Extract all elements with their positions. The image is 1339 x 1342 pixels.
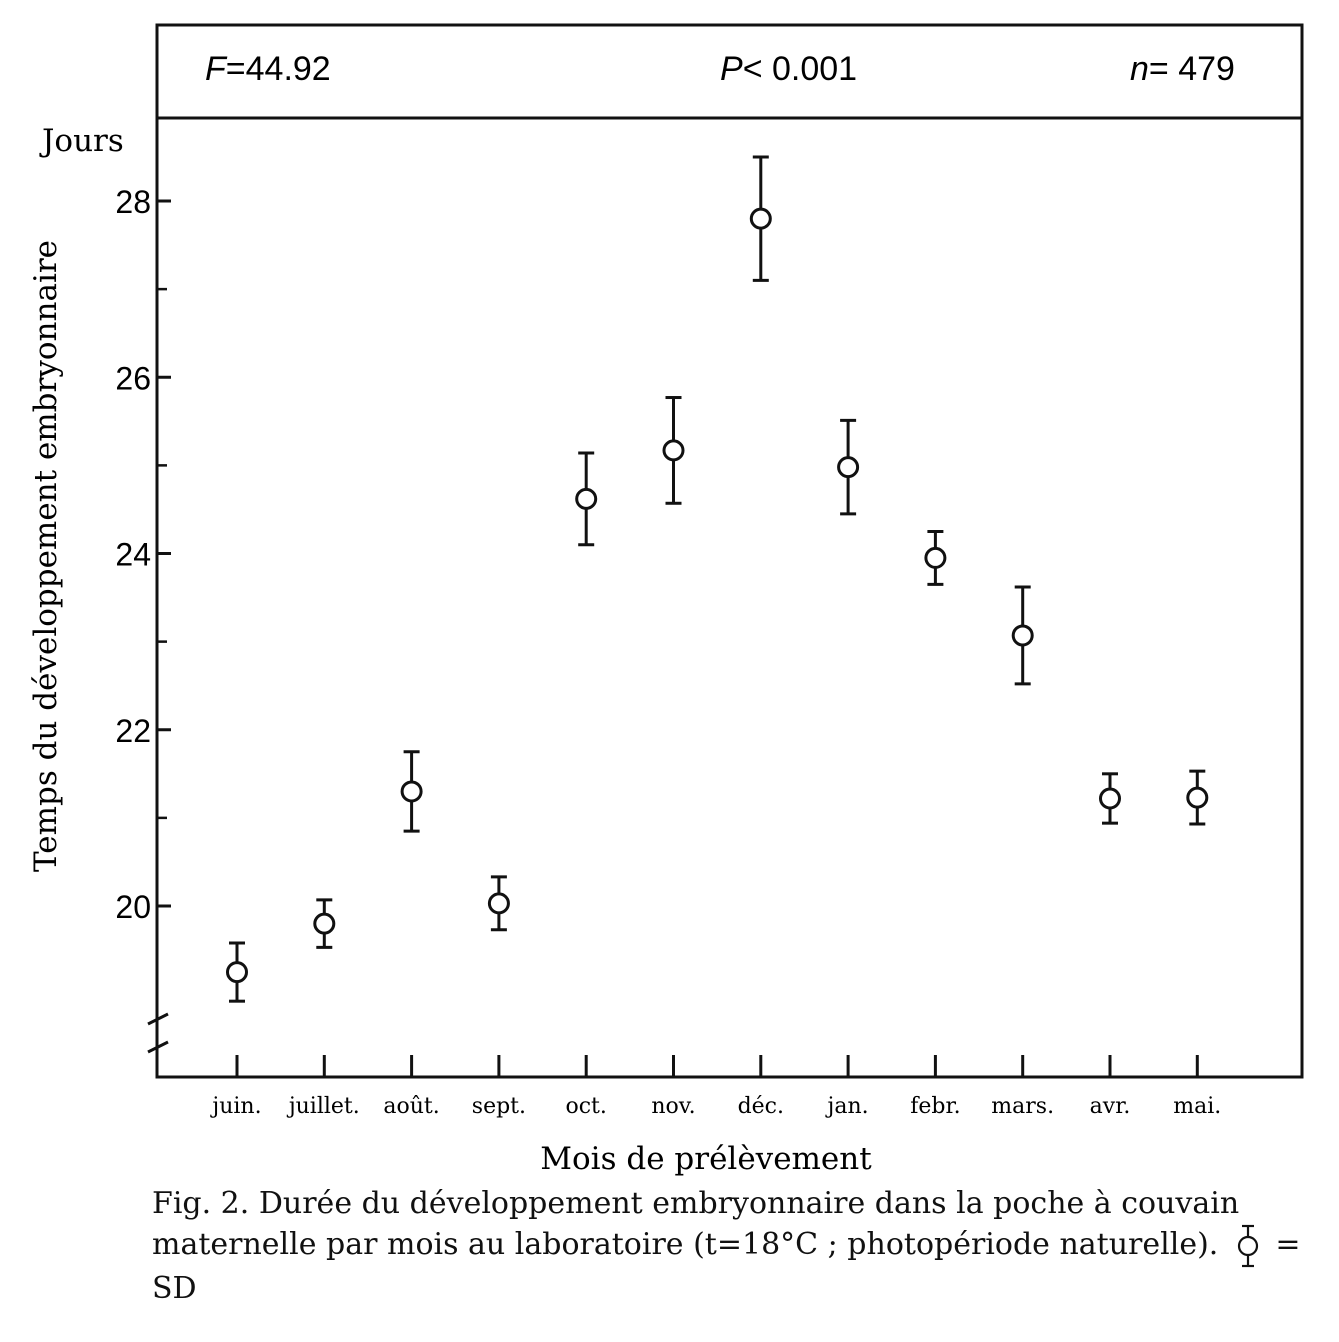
caption-text: Fig. 2. Durée du développement embryonna… (152, 1186, 1240, 1262)
x-tick-label: août. (383, 1094, 439, 1119)
stat-p-label: P (720, 50, 743, 88)
y-tick-label: 24 (115, 537, 151, 573)
y-tick-label: 22 (115, 713, 151, 749)
x-tick-label: avr. (1090, 1094, 1131, 1119)
svg-text:P< 0.001: P< 0.001 (720, 50, 857, 88)
x-tick-label: nov. (651, 1094, 695, 1119)
x-tick-label: mars. (991, 1094, 1054, 1119)
stat-f-value: =44.92 (226, 50, 331, 88)
y-tick-label: 20 (115, 889, 151, 925)
y-tick-label: 28 (115, 184, 151, 220)
mean-point (487, 892, 510, 915)
x-tick-label: oct. (565, 1094, 606, 1119)
axis-break-mark (147, 1012, 169, 1026)
chart: F=44.92 P< 0.001 n= 479 Jours Temps du d… (28, 23, 1304, 1177)
x-tick-label: sept. (472, 1094, 526, 1119)
y-tick-label: 26 (115, 360, 151, 396)
mean-point (924, 546, 947, 569)
mean-point (1186, 786, 1209, 809)
x-tick-label: mai. (1173, 1094, 1221, 1119)
stat-p-value: < 0.001 (743, 50, 857, 88)
x-tick-label: juillet. (286, 1094, 360, 1119)
mean-point (313, 912, 336, 935)
x-tick-label: juin. (209, 1094, 261, 1119)
caption-legend-text: = SD (152, 1227, 1301, 1306)
mean-point (662, 439, 685, 462)
mean-point (1011, 624, 1034, 647)
x-tick-label: febr. (910, 1094, 960, 1119)
mean-point (1099, 787, 1121, 810)
mean-point (837, 456, 860, 479)
mean-point (749, 207, 772, 230)
figure-caption: Fig. 2. Durée du développement embryonna… (152, 1183, 1332, 1309)
plot-frame (155, 23, 1304, 1079)
x-tick-label: déc. (738, 1094, 784, 1119)
y-axis-title: Temps du développement embryonnaire (28, 240, 64, 872)
y-unit-label: Jours (39, 123, 124, 159)
x-tick-label: jan. (825, 1094, 869, 1119)
mean-point (226, 961, 248, 984)
svg-text:n= 479: n= 479 (1130, 50, 1235, 88)
stat-f-label: F (205, 50, 228, 88)
mean-point (400, 780, 423, 803)
stat-n-label: n (1130, 50, 1149, 88)
svg-text:F=44.92: F=44.92 (205, 50, 331, 88)
stat-n-value: = 479 (1149, 50, 1235, 88)
axis-break-mark (147, 1040, 169, 1054)
mean-point (575, 487, 598, 510)
error-bar-circle-icon (1237, 1224, 1258, 1268)
x-axis-title: Mois de prélèvement (540, 1141, 872, 1177)
